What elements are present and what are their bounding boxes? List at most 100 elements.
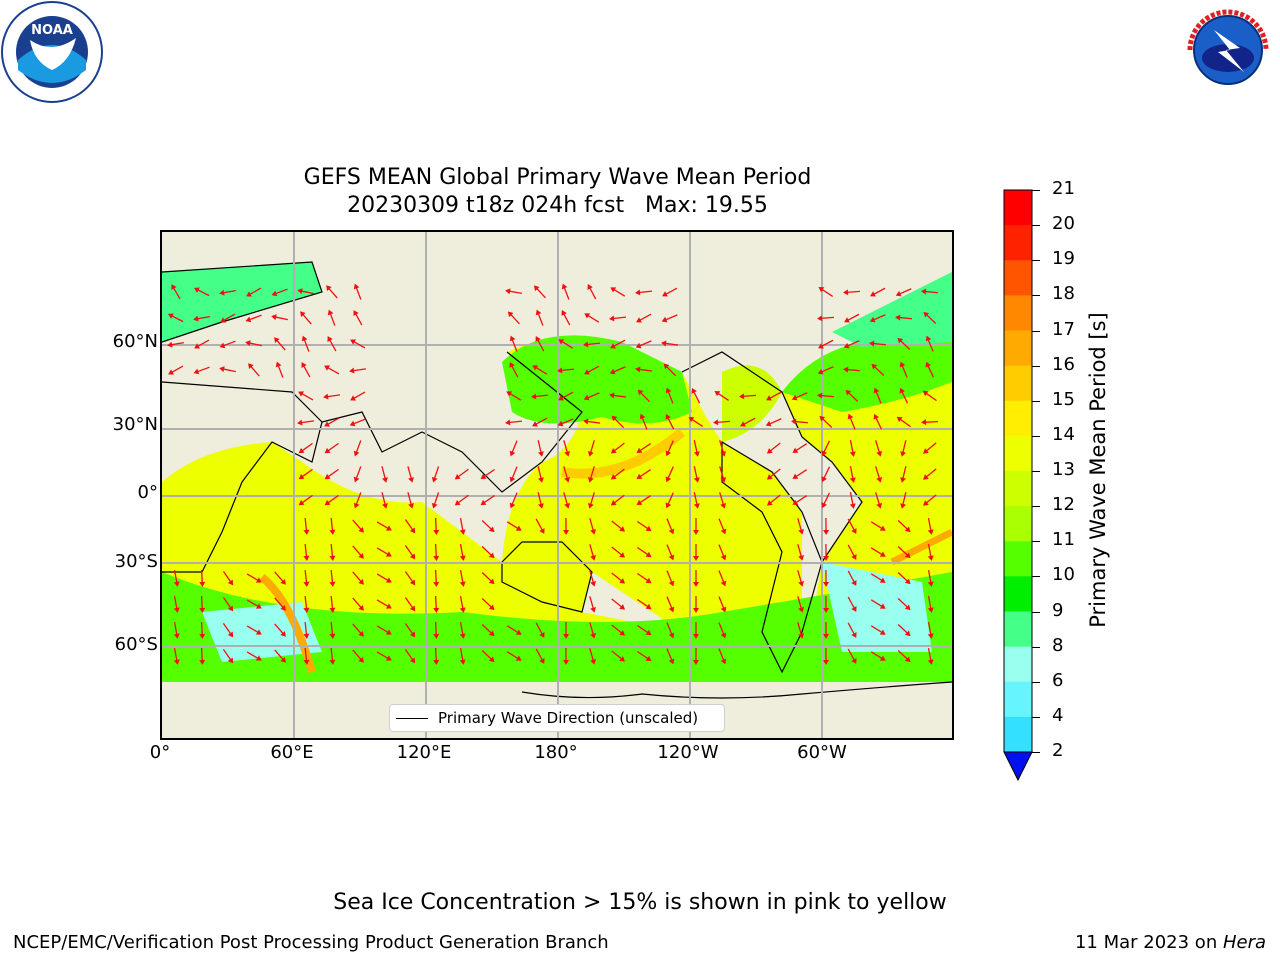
coastlines <box>162 261 952 699</box>
colorbar-tick-label: 9 <box>1052 599 1064 621</box>
wave-arrow <box>303 517 310 535</box>
colorbar-segment <box>1004 506 1032 542</box>
wave-arrow <box>480 468 495 480</box>
wave-arrow <box>847 596 857 612</box>
wave-arrow <box>791 418 809 425</box>
wave-arrow <box>870 625 886 635</box>
wave-arrow <box>298 468 313 480</box>
wave-arrow <box>897 572 911 585</box>
wave-arrow <box>193 366 210 375</box>
wave-arrow <box>248 363 260 377</box>
colorbar-tick-mark <box>1032 681 1040 683</box>
wave-arrow <box>509 492 518 509</box>
wave-arrow <box>327 336 337 352</box>
wave-arrow <box>376 625 392 635</box>
wave-arrow <box>719 440 727 457</box>
wave-arrow <box>661 340 679 347</box>
wave-arrow <box>792 443 808 453</box>
wave-arrow <box>433 543 440 561</box>
colorbar-tick-mark <box>1032 225 1040 227</box>
wave-arrow <box>766 468 781 480</box>
wave-arrow <box>765 418 782 427</box>
colorbar-tick-label: 17 <box>1052 318 1075 340</box>
wave-arrow <box>665 413 675 430</box>
wave-arrow <box>199 595 206 613</box>
wave-arrow <box>693 647 700 665</box>
wave-arrow <box>404 623 416 638</box>
wave-arrow <box>718 622 727 639</box>
wave-arrow <box>303 569 310 587</box>
wave-arrow <box>589 648 596 665</box>
colorbar-segment <box>1004 400 1032 437</box>
wave-arrow <box>245 340 262 347</box>
wave-arrow <box>271 288 288 297</box>
wave-arrow <box>246 651 262 661</box>
wave-arrow <box>431 492 440 509</box>
wave-arrow <box>327 309 336 326</box>
nws-logo <box>1178 0 1278 100</box>
wave-arrow <box>219 289 236 296</box>
wave-arrow <box>506 625 522 635</box>
wave-arrow <box>817 392 835 399</box>
wave-arrow <box>431 466 440 483</box>
wave-arrow <box>353 310 363 326</box>
wave-arrow <box>303 621 310 639</box>
noaa-logo-text: NOAA <box>31 23 73 38</box>
colorbar-segment <box>1004 611 1032 648</box>
wave-arrow <box>563 647 570 665</box>
wave-arrow <box>558 391 574 401</box>
colorbar-segment <box>1004 190 1032 226</box>
sea-ice-note: Sea Ice Concentration > 15% is shown in … <box>333 890 947 915</box>
wave-arrow <box>665 492 674 509</box>
wave-arrow <box>823 517 830 535</box>
wave-arrow <box>349 418 366 427</box>
wave-arrow <box>637 650 652 662</box>
wave-arrow <box>353 492 362 509</box>
wave-arrow <box>531 393 549 400</box>
wave-arrow <box>897 520 911 533</box>
wave-arrow <box>663 363 677 377</box>
wave-arrow <box>506 651 522 661</box>
wave-arrow <box>610 442 625 454</box>
wave-arrow <box>718 570 727 587</box>
wave-arrow <box>823 621 830 639</box>
wave-arrow <box>353 440 362 457</box>
wave-arrow <box>481 520 495 533</box>
colorbar-tick-label: 21 <box>1052 178 1075 199</box>
wave-arrow <box>353 466 362 483</box>
wave-arrow <box>849 492 856 509</box>
wave-arrow <box>821 492 831 509</box>
wave-arrow <box>665 466 674 483</box>
wave-arrow <box>718 596 727 613</box>
wave-arrow <box>636 495 652 505</box>
wave-arrow <box>792 495 808 505</box>
wave-arrow <box>666 622 675 639</box>
wave-arrow <box>222 649 234 664</box>
ocean-field <box>162 262 952 738</box>
wave-arrow <box>404 649 416 664</box>
wave-arrow <box>173 622 180 639</box>
colorbar-label: Primary Wave Mean Period [s] <box>1086 312 1110 628</box>
colorbar-segment <box>1004 681 1032 718</box>
lat-label-60n: 60°N <box>112 331 158 352</box>
wave-arrow <box>297 288 314 295</box>
wave-arrow <box>693 595 700 613</box>
wave-arrow <box>535 309 544 326</box>
wave-arrow <box>533 285 546 299</box>
wave-arrow <box>459 518 466 535</box>
wave-arrow <box>323 393 341 400</box>
wave-arrow <box>611 624 626 636</box>
wave-arrow <box>843 366 861 373</box>
wave-arrow <box>589 596 596 613</box>
wave-arrow <box>636 443 652 453</box>
wave-arrow <box>532 417 548 427</box>
colorbar-tick-mark <box>1032 541 1040 543</box>
wave-arrow <box>900 466 907 483</box>
wave-arrow <box>561 310 571 326</box>
colorbar-tick-label: 16 <box>1052 353 1075 375</box>
wave-arrow <box>693 569 700 587</box>
wave-arrow <box>797 518 804 535</box>
footer-date: 11 Mar 2023 on Hera <box>1075 932 1266 953</box>
wave-arrow <box>587 440 595 457</box>
wave-arrow <box>635 366 653 373</box>
